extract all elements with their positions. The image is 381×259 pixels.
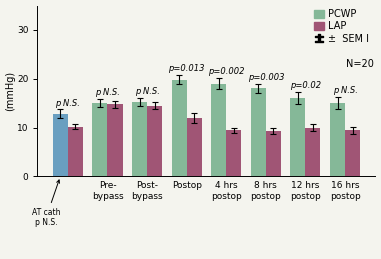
Legend: PCWP, LAP, ±  SEM I: PCWP, LAP, ± SEM I bbox=[312, 7, 371, 46]
Bar bbox=[251, 89, 266, 176]
Text: p=0.013: p=0.013 bbox=[168, 64, 205, 73]
Y-axis label: (mmHg): (mmHg) bbox=[6, 71, 16, 111]
Text: p N.S.: p N.S. bbox=[56, 98, 80, 107]
Bar bbox=[107, 104, 123, 176]
Bar bbox=[211, 84, 226, 176]
Bar bbox=[290, 98, 306, 176]
Text: N=20: N=20 bbox=[346, 59, 374, 69]
Bar bbox=[147, 106, 162, 176]
Bar bbox=[306, 127, 320, 176]
Text: p=0.003: p=0.003 bbox=[248, 73, 284, 82]
Bar bbox=[226, 131, 241, 176]
Bar bbox=[53, 114, 68, 176]
Text: p N.S.: p N.S. bbox=[333, 86, 357, 95]
Bar bbox=[68, 127, 83, 176]
Text: p N.S.: p N.S. bbox=[95, 88, 120, 97]
Bar bbox=[266, 131, 281, 176]
Text: p N.S.: p N.S. bbox=[134, 87, 160, 96]
Bar bbox=[330, 103, 345, 176]
Text: AT cath
p N.S.: AT cath p N.S. bbox=[32, 180, 60, 227]
Bar bbox=[171, 80, 187, 176]
Bar bbox=[132, 102, 147, 176]
Bar bbox=[93, 103, 107, 176]
Bar bbox=[187, 118, 202, 176]
Bar bbox=[345, 131, 360, 176]
Text: p=0.002: p=0.002 bbox=[208, 67, 245, 76]
Text: p=0.02: p=0.02 bbox=[290, 81, 321, 90]
